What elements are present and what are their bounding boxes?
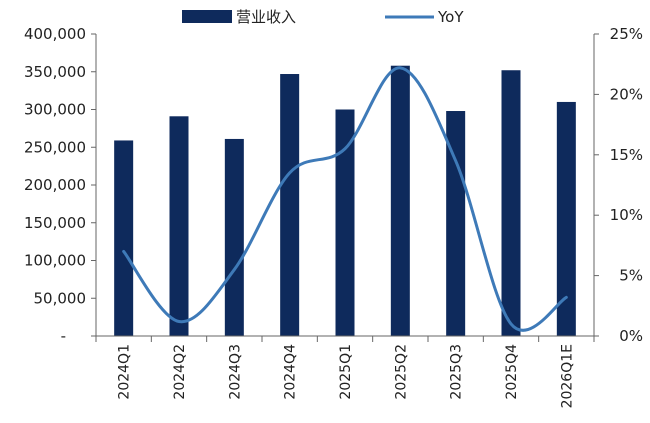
category-label: 2025Q1: [338, 344, 354, 400]
legend-label-yoy: YoY: [437, 8, 464, 26]
category-label: 2024Q3: [227, 344, 243, 400]
bar-2025Q1: [335, 109, 355, 336]
left-tick-label: -: [61, 327, 66, 345]
legend-label-revenue: 营业收入: [236, 8, 296, 26]
bar-2024Q3: [224, 138, 244, 336]
category-axis-labels: 2024Q1 2024Q2 2024Q3 2024Q4 2025Q1 2025Q2 2025…: [117, 344, 576, 408]
bar-2024Q2: [169, 116, 189, 336]
left-tick-label: 50,000: [34, 289, 87, 307]
left-tick-label: 250,000: [24, 138, 86, 156]
chart-legend: 营业收入 YoY: [182, 8, 464, 26]
category-label: 2024Q2: [172, 344, 188, 400]
category-label: 2025Q2: [393, 344, 409, 400]
line-series: [122, 66, 568, 332]
right-tick-label: 0%: [619, 327, 643, 345]
category-label: 2025Q3: [449, 344, 465, 400]
right-tick-label: 15%: [610, 146, 643, 164]
bar-2024Q4: [280, 74, 300, 336]
right-tick-label: 20%: [610, 85, 643, 103]
left-axis-ticks: - 50,000 100,000 150,000 200,000 250,000 300,0…: [24, 25, 86, 345]
left-tick-label: 300,000: [24, 101, 86, 119]
bar-2025Q2: [390, 65, 410, 337]
right-tick-label: 25%: [610, 25, 643, 43]
category-label: 2026Q1E: [559, 344, 575, 408]
legend-swatch-revenue: [182, 10, 232, 23]
bar-2024Q1: [114, 140, 134, 336]
right-axis-ticks: 0% 5% 10% 15% 20% 25%: [610, 25, 643, 345]
bar-2026Q1E: [556, 101, 576, 336]
left-tick-label: 350,000: [24, 63, 86, 81]
left-tick-label: 200,000: [24, 176, 86, 194]
category-label: 2024Q1: [117, 344, 133, 400]
bar-2025Q4: [501, 70, 521, 337]
right-tick-label: 10%: [610, 206, 643, 224]
bar-2025Q3: [446, 111, 466, 336]
right-tick-label: 5%: [619, 267, 643, 285]
chart-axes: [91, 33, 599, 342]
category-label: 2025Q4: [504, 344, 520, 400]
left-tick-label: 100,000: [24, 252, 86, 270]
left-tick-label: 150,000: [24, 214, 86, 232]
left-tick-label: 400,000: [24, 25, 86, 43]
yoy-line: [122, 66, 568, 332]
category-label: 2024Q4: [283, 344, 299, 400]
bar-series: [114, 65, 576, 337]
